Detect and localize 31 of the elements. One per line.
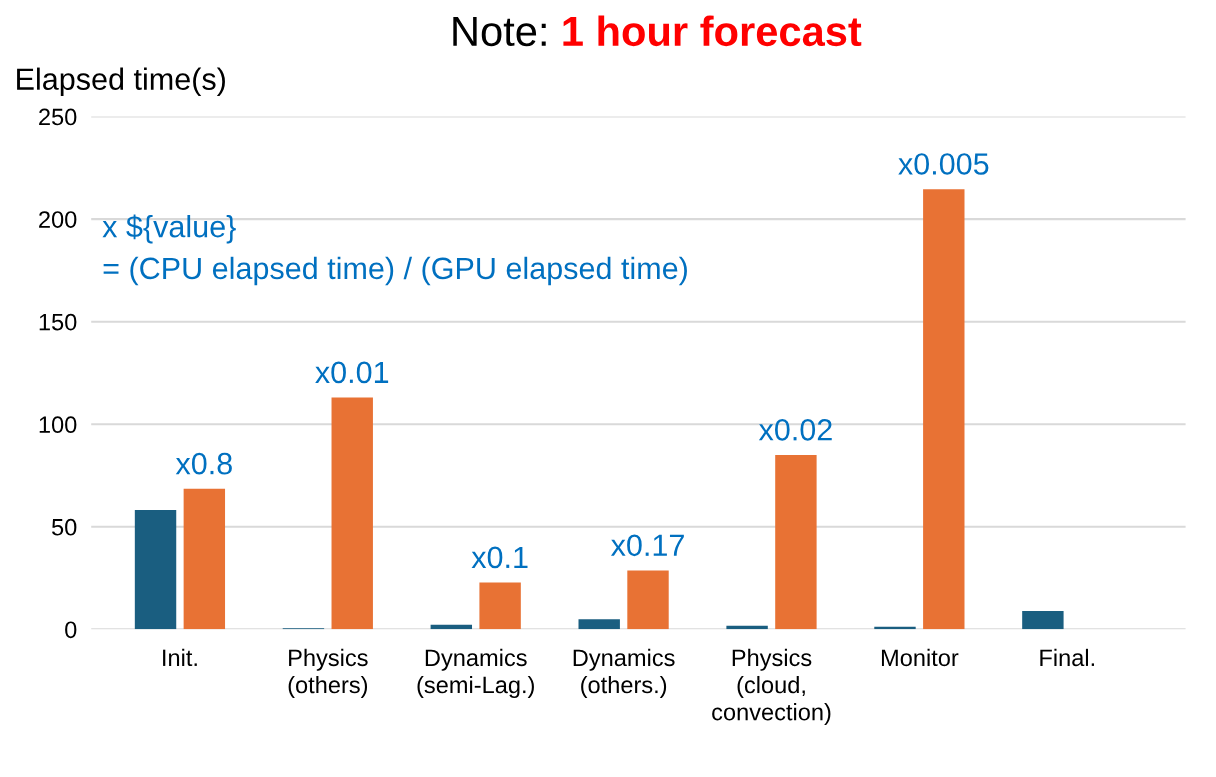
x-tick-label: Dynamics (others.) [573,648,675,698]
annotation: x0.1 [471,546,528,569]
x-tick-label: Final. [1040,648,1094,667]
x-tick-label: Monitor [881,648,959,667]
x-tick-label: Dynamics (semi-Lag.) [417,648,534,698]
x-tick-label: Physics (cloud, convection) [712,648,831,726]
bar [134,509,177,630]
y-tick-label: 0 [65,621,77,639]
annotation: x ${value} = (CPU elapsed time) / (GPU elapsed time) [102,214,687,286]
annotation: x0.005 [898,153,989,175]
bar [183,488,226,630]
x-tick-label: Physics (others) [288,648,368,698]
annotation: x0.01 [315,361,389,384]
annotation: x0.8 [175,452,232,475]
y-tick-label: 200 [39,211,77,228]
x-tick-label: Init. [163,648,197,667]
y-axis-title: Elapsed time(s) [17,67,225,97]
y-tick-label: 50 [52,518,77,536]
bar [923,189,965,630]
bar [1022,610,1064,630]
annotation: x0.17 [610,534,684,557]
annotation: x0.02 [758,419,832,441]
bar [479,582,521,630]
bar [627,570,669,630]
bar [578,619,620,630]
bar [775,455,817,630]
y-tick-label: 150 [39,313,77,331]
y-tick-label: 100 [39,416,77,434]
y-tick-label: 250 [39,108,77,126]
chart-title: Note: 1 hour forecast [453,15,862,47]
bar [331,397,373,630]
